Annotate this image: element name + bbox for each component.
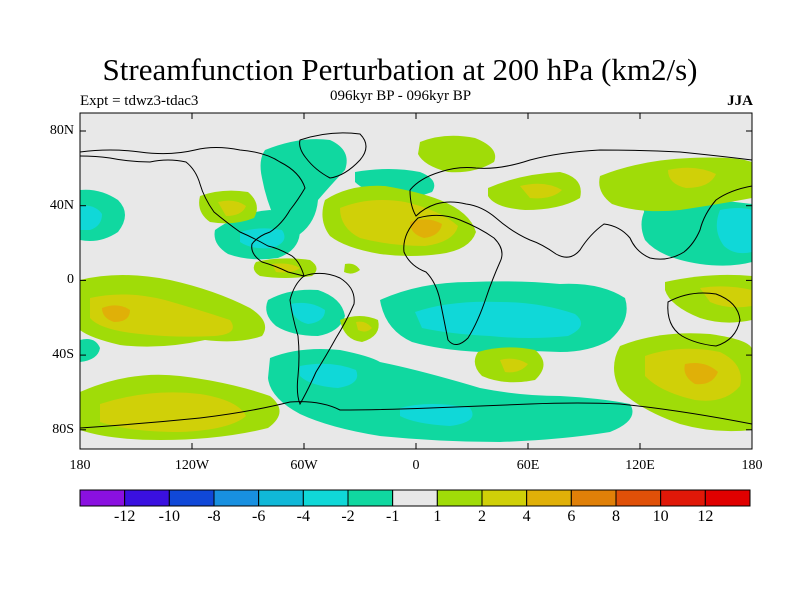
anomaly-region <box>716 208 752 254</box>
lat-tick-label: 80N <box>49 123 74 138</box>
anomaly-region <box>100 392 246 432</box>
anomaly-region <box>268 349 633 442</box>
antarctica-coast <box>80 401 752 429</box>
lon-tick-label: 0 <box>412 458 420 473</box>
chart-title: Streamfunction Perturbation at 200 hPa (… <box>102 52 698 87</box>
anomaly-region <box>272 263 300 273</box>
anomaly-region <box>90 294 233 337</box>
colorbar-box <box>213 489 260 507</box>
colorbar-box <box>570 489 617 507</box>
north-america-coast <box>80 147 306 277</box>
colorbar-label: -2 <box>341 508 355 525</box>
anomaly-region <box>418 135 496 173</box>
colorbar-box <box>168 489 215 507</box>
anomaly-region <box>218 200 246 216</box>
positive-anomaly-regions <box>80 135 752 440</box>
season-label: JJA <box>727 93 753 109</box>
anomaly-region <box>80 205 102 230</box>
negative-anomaly-regions <box>80 139 752 442</box>
south-america-coast <box>289 272 355 406</box>
colorbar-label: -6 <box>251 508 266 525</box>
africa-coast <box>403 214 503 345</box>
lon-tick-label: 180 <box>741 458 763 473</box>
colorbar-label: 12 <box>697 508 714 525</box>
anomaly-region <box>410 219 442 238</box>
colorbar-box <box>481 489 528 507</box>
lat-tick-label: 0 <box>67 272 74 287</box>
anomaly-region <box>684 363 718 385</box>
colorbar-label: 4 <box>522 508 531 525</box>
anomaly-region <box>400 404 473 426</box>
coastlines <box>80 132 752 429</box>
colorbar-box <box>660 489 706 507</box>
anomaly-region <box>240 228 285 249</box>
experiment-label: Expt = tdwz3-tdac3 <box>80 93 199 109</box>
colorbar-label: 6 <box>567 508 576 525</box>
anomaly-region <box>599 157 752 212</box>
colorbar-box <box>124 489 170 507</box>
axis-ticks <box>79 113 753 449</box>
colorbar-label: 1 <box>433 508 442 525</box>
colorbar-box <box>302 489 349 507</box>
colorbar-box <box>615 489 662 507</box>
colorbar-label: 2 <box>478 508 486 525</box>
anomaly-region <box>700 286 752 308</box>
colorbar-box <box>704 489 751 507</box>
colorbar-label: -4 <box>296 508 310 525</box>
colorbar-box <box>436 489 483 507</box>
lon-tick-label: 180 <box>69 458 91 473</box>
colorbar-box <box>392 489 438 507</box>
anomaly-region <box>500 358 528 373</box>
anomaly-region <box>102 305 130 322</box>
colorbar-label: 8 <box>612 508 620 525</box>
lat-tick-label: 40N <box>49 198 74 213</box>
anomaly-region <box>415 301 582 338</box>
lon-tick-label: 60E <box>516 458 540 473</box>
eurasia-coast <box>409 149 752 260</box>
greenland-coast <box>299 132 367 179</box>
lat-tick-label: 80S <box>52 422 74 437</box>
colorbar-label: -12 <box>113 508 136 525</box>
colorbar-label: -8 <box>207 508 221 525</box>
colorbar-label: 10 <box>652 508 669 525</box>
lon-tick-label: 120E <box>625 458 655 473</box>
lon-tick-label: 60W <box>290 458 318 473</box>
colorbar-box <box>347 489 394 507</box>
colorbar-box <box>526 489 572 507</box>
lon-tick-label: 120W <box>174 458 210 473</box>
period-label: 096kyr BP - 096kyr BP <box>330 88 472 104</box>
colorbar-label: -1 <box>385 508 400 525</box>
colorbar-box <box>79 489 126 507</box>
anomaly-region <box>290 302 325 324</box>
lat-tick-label: 40S <box>52 347 74 362</box>
anomaly-region <box>300 363 358 388</box>
anomaly-region <box>344 263 360 274</box>
colorbar <box>79 489 751 507</box>
streamfunction-field <box>80 132 752 442</box>
australia-coast <box>667 292 741 347</box>
anomaly-region <box>80 339 100 362</box>
anomaly-region <box>668 167 716 188</box>
colorbar-box <box>258 489 304 507</box>
colorbar-label: -10 <box>158 508 180 525</box>
anomaly-region <box>356 321 372 332</box>
anomaly-region <box>520 183 562 199</box>
